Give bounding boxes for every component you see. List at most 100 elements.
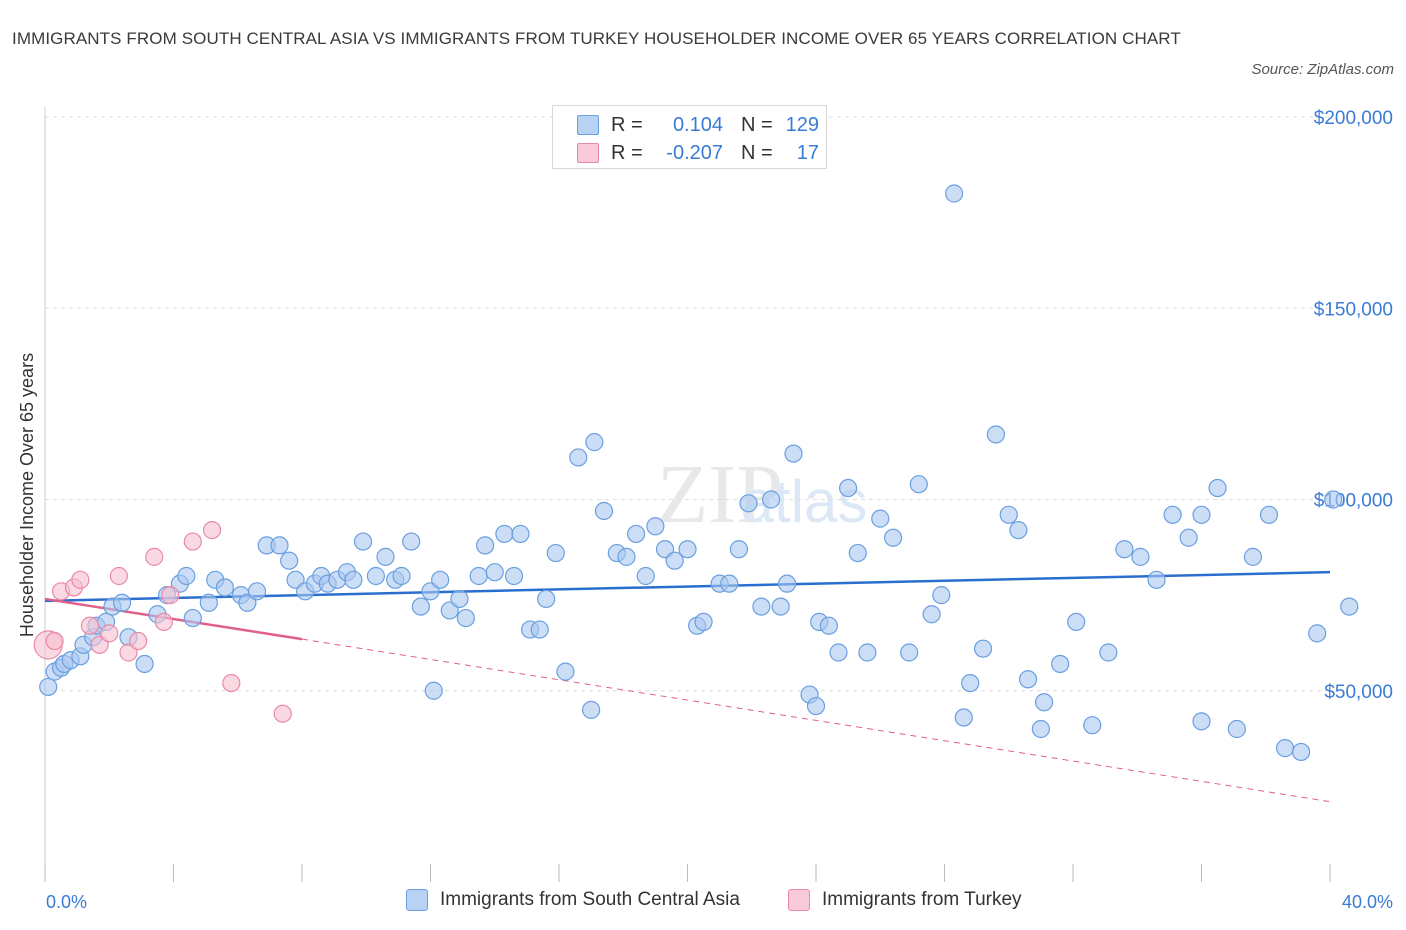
point-south-central-asia — [1324, 490, 1343, 509]
y-tick-label: $200,000 — [1314, 108, 1393, 129]
point-south-central-asia — [1018, 670, 1038, 689]
point-south-central-asia — [871, 509, 890, 528]
point-south-central-asia — [39, 677, 58, 697]
point-south-central-asia — [1340, 597, 1359, 616]
point-south-central-asia — [585, 433, 604, 452]
series-legend-turkey: Immigrants from Turkey — [788, 889, 1022, 911]
point-south-central-asia — [1031, 719, 1050, 739]
point-south-central-asia — [476, 536, 495, 555]
data-points — [33, 184, 1359, 762]
point-south-central-asia — [1291, 742, 1311, 762]
point-south-central-asia — [932, 586, 951, 605]
legend-row-south-central-asia: R = 0.104 N = 129 — [577, 114, 819, 136]
point-turkey — [80, 616, 100, 635]
y-tick-label: $50,000 — [1324, 682, 1393, 703]
point-south-central-asia — [777, 574, 797, 593]
point-south-central-asia — [1115, 540, 1134, 559]
point-south-central-asia — [1009, 520, 1028, 540]
point-turkey — [109, 566, 128, 586]
point-south-central-asia — [1192, 712, 1211, 731]
point-south-central-asia — [739, 494, 758, 513]
point-south-central-asia — [450, 589, 469, 609]
point-south-central-asia — [1099, 643, 1118, 662]
point-south-central-asia — [761, 490, 781, 509]
point-south-central-asia — [392, 566, 411, 586]
point-turkey — [71, 570, 90, 589]
point-south-central-asia — [729, 540, 749, 559]
point-south-central-asia — [424, 681, 443, 700]
point-turkey — [273, 704, 292, 723]
n-value: 17 — [796, 141, 819, 164]
point-south-central-asia — [784, 444, 803, 463]
point-south-central-asia — [806, 696, 826, 716]
point-turkey — [45, 631, 64, 651]
point-south-central-asia — [546, 543, 565, 563]
point-south-central-asia — [694, 612, 713, 632]
x-tick-label-max: 40.0% — [1342, 892, 1393, 912]
point-south-central-asia — [1131, 547, 1150, 566]
n-value: 129 — [785, 113, 819, 136]
pink-swatch — [788, 889, 810, 911]
gridlines — [45, 116, 1330, 692]
point-south-central-asia — [1227, 719, 1246, 739]
point-south-central-asia — [537, 589, 556, 609]
point-south-central-asia — [1083, 716, 1102, 735]
point-turkey — [183, 532, 202, 551]
point-south-central-asia — [556, 662, 575, 681]
series-legend-south-central-asia: Immigrants from South Central Asia — [406, 889, 740, 911]
pink-swatch — [577, 143, 599, 163]
r-value: -0.207 — [666, 141, 723, 164]
point-south-central-asia — [582, 700, 601, 719]
point-south-central-asia — [495, 524, 514, 544]
point-south-central-asia — [366, 566, 385, 586]
point-south-central-asia — [1067, 612, 1086, 632]
trend-line-turkey-extension — [301, 638, 1331, 803]
point-south-central-asia — [720, 574, 739, 593]
point-south-central-asia — [135, 654, 154, 674]
point-south-central-asia — [594, 501, 614, 521]
point-south-central-asia — [1308, 624, 1327, 643]
point-south-central-asia — [280, 551, 299, 570]
r-label: R = — [611, 141, 643, 164]
trend-line-turkey — [44, 597, 303, 641]
point-south-central-asia — [1259, 505, 1279, 524]
point-south-central-asia — [771, 597, 790, 616]
point-south-central-asia — [1051, 654, 1070, 674]
point-south-central-asia — [954, 708, 973, 727]
point-south-central-asia — [1147, 570, 1166, 589]
point-turkey — [161, 586, 180, 605]
r-label: R = — [611, 113, 643, 136]
point-south-central-asia — [961, 673, 980, 693]
point-south-central-asia — [569, 448, 588, 467]
point-south-central-asia — [973, 639, 993, 658]
point-south-central-asia — [1243, 547, 1263, 566]
point-south-central-asia — [626, 524, 646, 544]
point-south-central-asia — [678, 540, 697, 559]
chart-title: IMMIGRANTS FROM SOUTH CENTRAL ASIA VS IM… — [12, 29, 1181, 48]
point-south-central-asia — [617, 547, 636, 566]
legend-row-turkey: R = -0.207 N = 17 — [577, 142, 819, 164]
point-south-central-asia — [411, 597, 430, 616]
point-south-central-asia — [431, 570, 450, 589]
n-label: N = — [741, 113, 773, 136]
blue-swatch — [406, 889, 428, 911]
point-south-central-asia — [177, 566, 196, 586]
y-axis-label: Householder Income Over 65 years — [17, 353, 37, 637]
n-label: N = — [741, 141, 773, 164]
point-turkey — [129, 631, 148, 651]
series-label: Immigrants from South Central Asia — [440, 889, 740, 910]
point-south-central-asia — [183, 608, 202, 628]
point-south-central-asia — [530, 620, 549, 639]
point-south-central-asia — [469, 566, 488, 586]
point-south-central-asia — [665, 551, 684, 570]
point-south-central-asia — [945, 184, 964, 203]
point-south-central-asia — [839, 478, 858, 498]
point-south-central-asia — [819, 616, 838, 635]
point-south-central-asia — [1192, 505, 1211, 524]
point-south-central-asia — [752, 597, 771, 616]
point-south-central-asia — [1179, 528, 1198, 547]
source-label: Source: ZipAtlas.com — [1251, 61, 1394, 78]
y-tick-label: $150,000 — [1314, 299, 1393, 320]
point-south-central-asia — [270, 536, 289, 555]
point-turkey — [202, 520, 222, 540]
